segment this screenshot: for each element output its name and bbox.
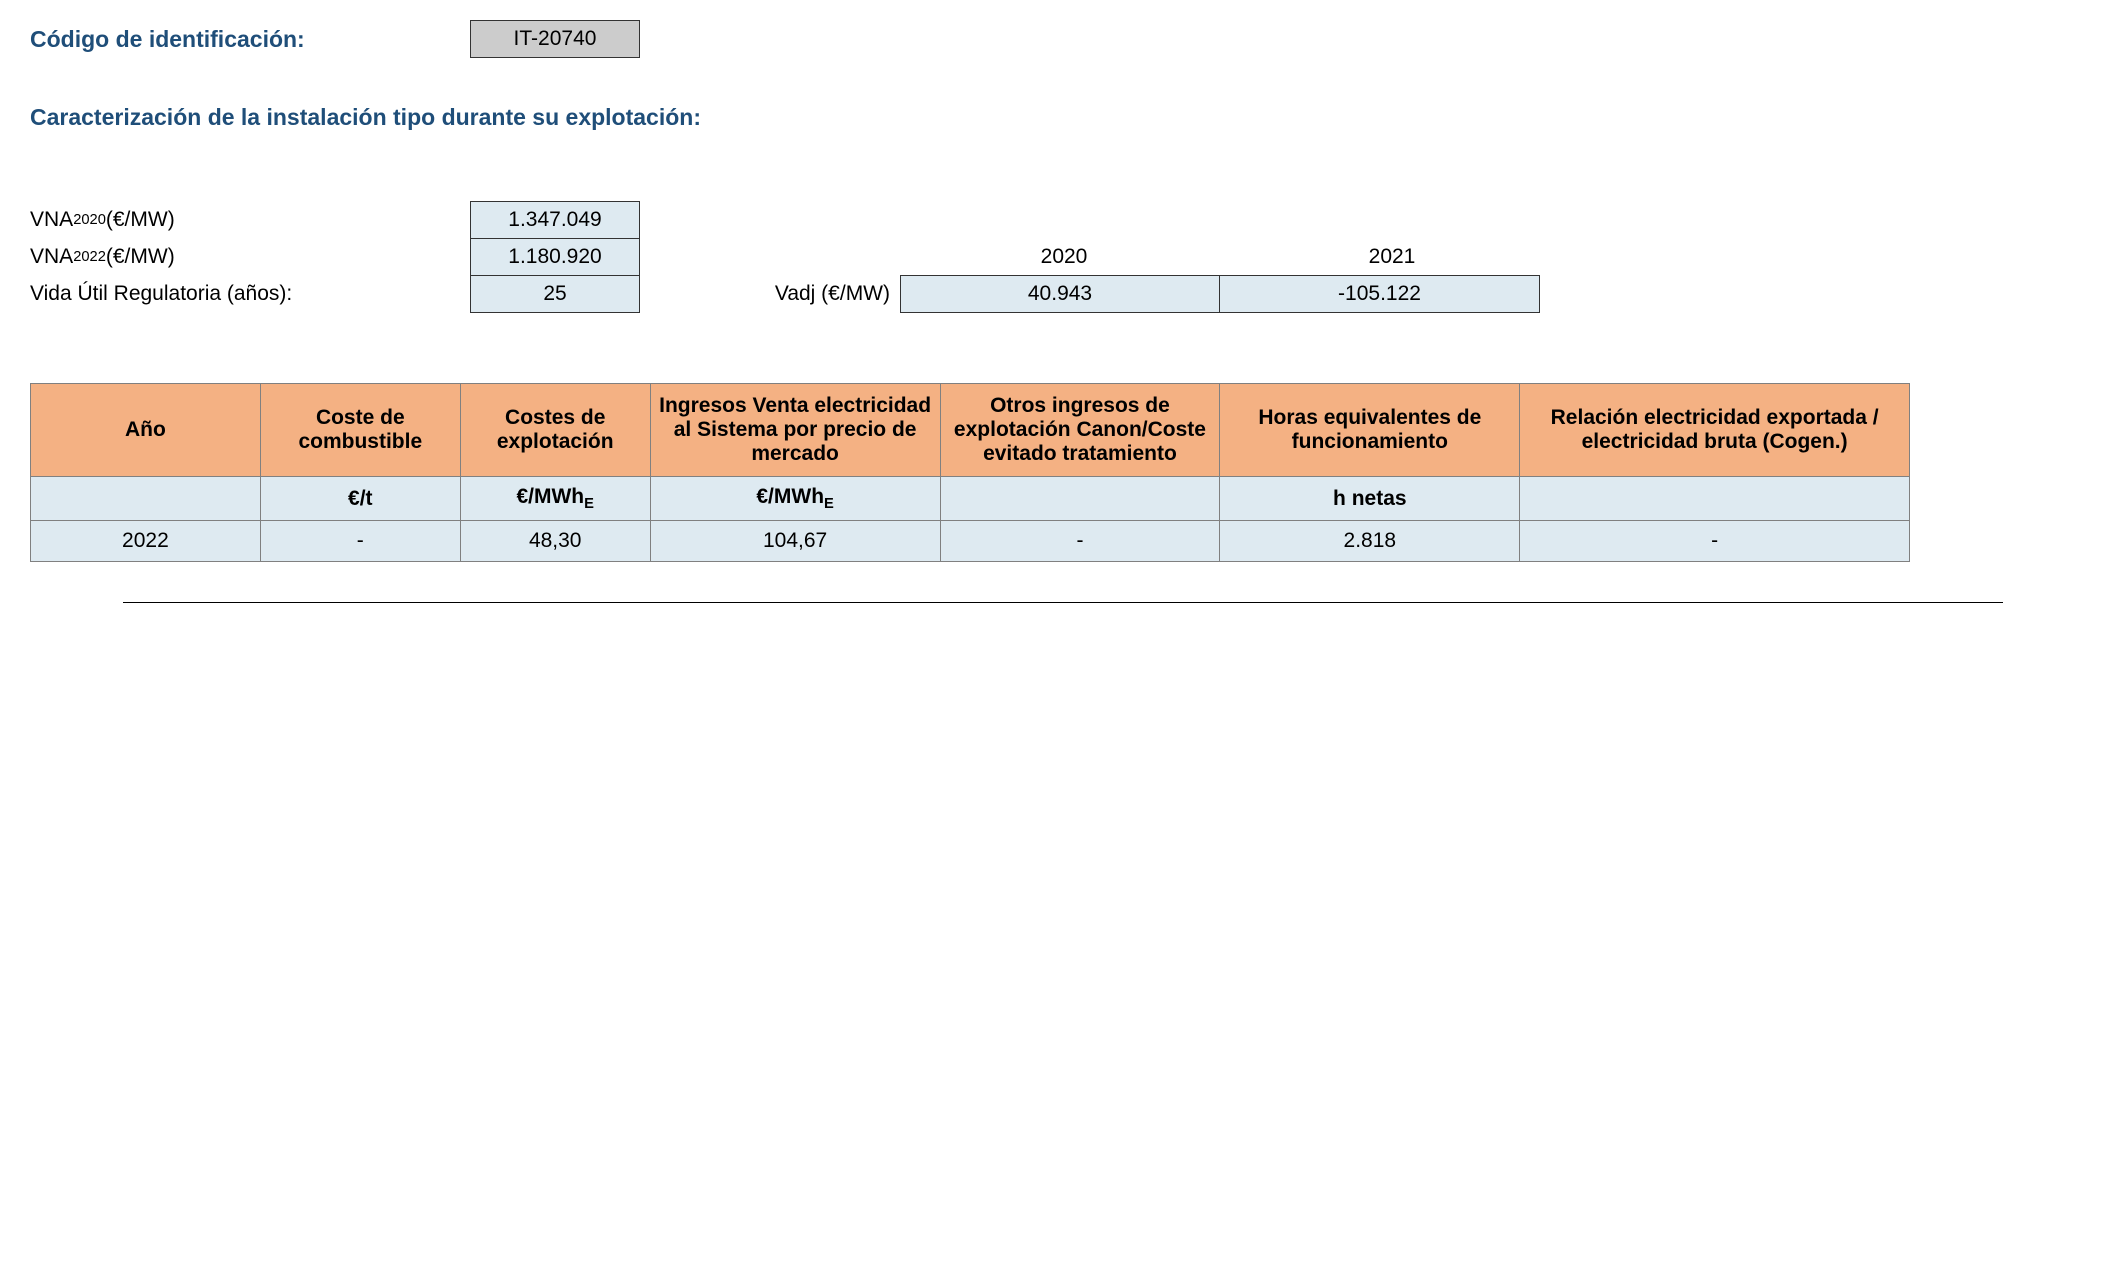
th-relacion: Relación electricidad exportada / electr… [1520,384,1910,477]
divider-line [123,602,2003,603]
vida-row: Vida Útil Regulatoria (años): 25 [30,275,640,313]
main-table: Año Coste de combustible Costes de explo… [30,383,1910,562]
cell-ano: 2022 [31,521,261,562]
params-block: VNA2020 (€/MW) 1.347.049 VNA2022 (€/MW) … [30,201,2096,313]
vna2022-label-post: (€/MW) [106,245,175,269]
vna2020-label-post: (€/MW) [106,208,175,232]
unit-horas: h netas [1220,477,1520,521]
vna2022-label: VNA2022 (€/MW) [30,238,470,275]
vna2020-label: VNA2020 (€/MW) [30,201,470,238]
unit-ingresos-pre: €/MWh [756,485,824,508]
unit-ingresos-venta: €/MWhE [650,477,940,521]
unit-ingresos-sub: E [824,496,834,512]
th-ano: Año [31,384,261,477]
vna2020-label-pre: VNA [30,208,73,232]
caracterizacion-heading: Caracterización de la instalación tipo d… [30,104,2096,131]
vna2020-value: 1.347.049 [470,201,640,238]
cell-otros-ingresos: - [940,521,1220,562]
unit-ano [31,477,261,521]
codigo-row: Código de identificación: IT-20740 [30,20,2096,58]
vadj-year-2021: 2021 [1228,239,1556,275]
table-header-row: Año Coste de combustible Costes de explo… [31,384,1910,477]
table-data-row: 2022 - 48,30 104,67 - 2.818 - [31,521,1910,562]
vadj-val-2020: 40.943 [900,275,1220,313]
cell-horas: 2.818 [1220,521,1520,562]
cell-relacion: - [1520,521,1910,562]
th-ingresos-venta: Ingresos Venta electricidad al Sistema p… [650,384,940,477]
vadj-value-row: Vadj (€/MW) 40.943 -105.122 [720,275,1556,313]
params-left: VNA2020 (€/MW) 1.347.049 VNA2022 (€/MW) … [30,201,640,313]
unit-costes-expl-pre: €/MWh [516,485,584,508]
cell-coste-comb: - [260,521,460,562]
vna2022-label-pre: VNA [30,245,73,269]
vna2022-row: VNA2022 (€/MW) 1.180.920 [30,238,640,275]
unit-costes-expl: €/MWhE [460,477,650,521]
unit-costes-expl-sub: E [584,496,594,512]
vadj-block: 2020 2021 Vadj (€/MW) 40.943 -105.122 [720,239,1556,313]
vadj-header-row: 2020 2021 [720,239,1556,275]
cell-costes-expl: 48,30 [460,521,650,562]
unit-coste-comb: €/t [260,477,460,521]
th-otros-ingresos: Otros ingresos de explotación Canon/Cost… [940,384,1220,477]
vadj-label: Vadj (€/MW) [720,275,900,313]
vna2022-sub: 2022 [73,249,106,265]
vna2020-row: VNA2020 (€/MW) 1.347.049 [30,201,640,238]
vida-label: Vida Útil Regulatoria (años): [30,275,470,313]
vadj-year-2020: 2020 [900,239,1228,275]
th-horas: Horas equivalentes de funcionamiento [1220,384,1520,477]
th-costes-expl: Costes de explotación [460,384,650,477]
th-coste-comb: Coste de combustible [260,384,460,477]
cell-ingresos-venta: 104,67 [650,521,940,562]
table-units-row: €/t €/MWhE €/MWhE h netas [31,477,1910,521]
vadj-header-spacer [720,239,900,275]
vna2020-sub: 2020 [73,212,106,228]
vna2022-value: 1.180.920 [470,238,640,275]
vadj-val-2021: -105.122 [1220,275,1540,313]
unit-otros-ingresos [940,477,1220,521]
codigo-label: Código de identificación: [30,26,470,53]
codigo-value-box: IT-20740 [470,20,640,58]
unit-relacion [1520,477,1910,521]
vida-value: 25 [470,275,640,313]
